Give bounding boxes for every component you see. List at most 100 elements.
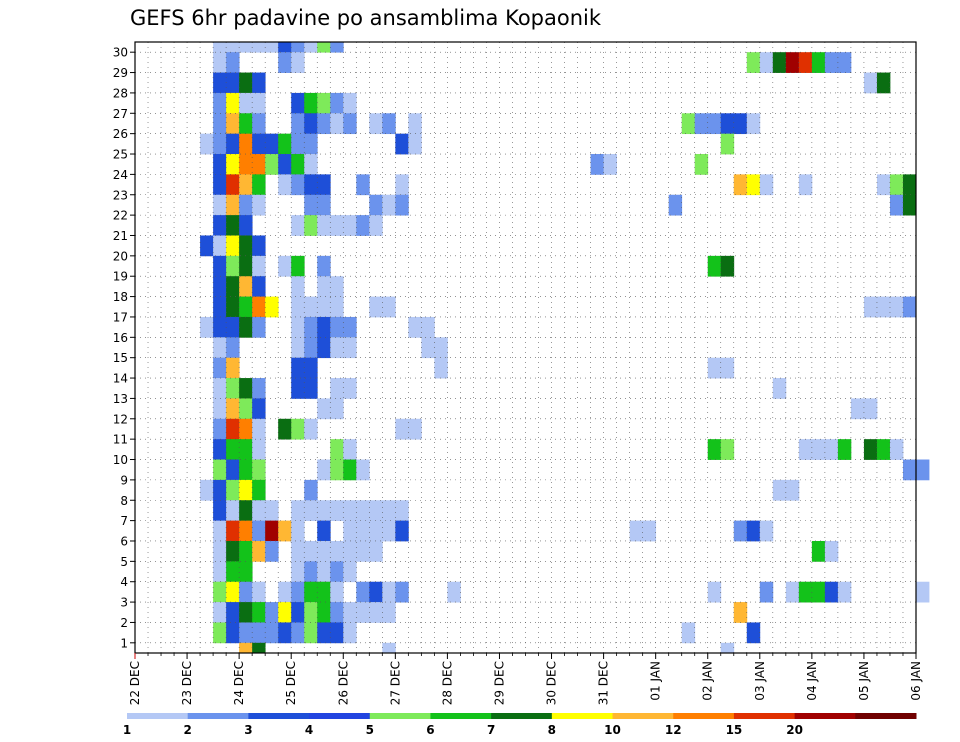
heatmap-cell: [369, 540, 383, 562]
heatmap-cell: [265, 602, 279, 623]
heatmap-cell: [291, 602, 305, 623]
heatmap-cell: [278, 622, 292, 644]
colorbar-segment: [733, 713, 796, 719]
heatmap-cell: [226, 337, 240, 359]
heatmap-cell: [239, 418, 253, 440]
heatmap-cell: [291, 133, 305, 155]
heatmap-cell: [330, 439, 344, 460]
y-tick-label: 9: [120, 473, 128, 487]
heatmap-cell: [226, 194, 240, 216]
heatmap-cell: [733, 520, 748, 542]
heatmap-cell: [876, 439, 891, 460]
heatmap-cell: [902, 459, 917, 481]
heatmap-cell: [330, 459, 344, 481]
x-tick-label: 02 JAN: [701, 661, 715, 701]
heatmap-cell: [369, 296, 383, 318]
heatmap-cell: [720, 357, 735, 379]
heatmap-cell: [395, 500, 409, 522]
heatmap-cell: [252, 479, 266, 501]
heatmap-cell: [317, 561, 331, 583]
heatmap-cell: [343, 622, 357, 644]
heatmap-cell: [252, 642, 266, 654]
heatmap-cell: [252, 378, 266, 399]
heatmap-cell: [291, 418, 305, 440]
heatmap-cell: [291, 337, 305, 359]
heatmap-cell: [291, 296, 305, 318]
heatmap-cell: [239, 276, 253, 297]
heatmap-cell: [291, 92, 305, 114]
heatmap-cell: [304, 42, 318, 53]
heatmap-cell: [902, 296, 917, 318]
heatmap-cell: [239, 215, 253, 236]
heatmap-cell: [239, 520, 253, 542]
heatmap-cell: [629, 520, 644, 542]
heatmap-cell: [213, 500, 227, 522]
heatmap-cell: [291, 378, 305, 399]
heatmap-cell: [733, 113, 748, 135]
colorbar-label: 4: [305, 723, 313, 737]
y-tick-label: 23: [113, 188, 128, 202]
heatmap-cell: [343, 92, 357, 114]
heatmap-cell: [291, 154, 305, 175]
y-tick-label: 20: [113, 249, 128, 263]
heatmap-cell: [330, 42, 344, 53]
heatmap-cell: [824, 439, 839, 460]
heatmap-cell: [213, 133, 227, 155]
heatmap-cell: [317, 520, 331, 542]
heatmap-cell: [330, 378, 344, 399]
heatmap-cell: [213, 255, 227, 277]
heatmap-cell: [252, 602, 266, 623]
heatmap-cell: [213, 194, 227, 216]
heatmap-cell: [902, 194, 917, 216]
heatmap-cell: [226, 52, 240, 73]
heatmap-cell: [200, 479, 214, 501]
heatmap-cell: [304, 113, 318, 135]
heatmap-cell: [772, 479, 787, 501]
y-tick-label: 29: [113, 66, 128, 80]
heatmap-cell: [876, 72, 891, 94]
y-tick-label: 21: [113, 229, 128, 243]
heatmap-cell: [213, 92, 227, 114]
heatmap-cell: [291, 52, 305, 73]
heatmap-cell: [226, 479, 240, 501]
colorbar-segment: [248, 713, 310, 719]
colorbar-label: 20: [786, 723, 803, 737]
heatmap-cell: [330, 540, 344, 562]
heatmap-cell: [798, 581, 813, 603]
heatmap-cell: [421, 316, 435, 338]
heatmap-cell: [252, 174, 266, 196]
y-tick-label: 7: [120, 514, 128, 528]
heatmap-cell: [213, 72, 227, 94]
heatmap-cell: [447, 581, 461, 603]
heatmap-cell: [317, 316, 331, 338]
heatmap-cell: [356, 500, 370, 522]
heatmap-cell: [681, 622, 696, 644]
heatmap-cell: [343, 316, 357, 338]
heatmap-cell: [382, 602, 396, 623]
heatmap-cell: [213, 357, 227, 379]
heatmap-cell: [369, 194, 383, 216]
heatmap-cell: [265, 296, 279, 318]
heatmap-cell: [291, 357, 305, 379]
y-tick-label: 18: [113, 290, 128, 304]
heatmap-cell: [343, 602, 357, 623]
heatmap-cell: [330, 398, 344, 420]
heatmap-cell: [213, 439, 227, 460]
colorbar-segment: [127, 713, 189, 719]
heatmap-cell: [252, 520, 266, 542]
heatmap-cell: [395, 194, 409, 216]
heatmap-cell: [265, 520, 279, 542]
heatmap-cell: [213, 42, 227, 53]
heatmap-cell: [356, 215, 370, 236]
heatmap-cell: [291, 276, 305, 297]
x-tick-label: 23 DEC: [180, 661, 194, 705]
x-tick-label: 04 JAN: [805, 661, 819, 701]
colorbar-segment: [369, 713, 431, 719]
heatmap-cell: [226, 459, 240, 481]
x-tick-label: 25 DEC: [284, 661, 298, 705]
heatmap-cell: [720, 133, 735, 155]
heatmap-cell: [382, 581, 396, 603]
heatmap-cell: [252, 540, 266, 562]
heatmap-cell: [304, 500, 318, 522]
heatmap-cell: [304, 357, 318, 379]
